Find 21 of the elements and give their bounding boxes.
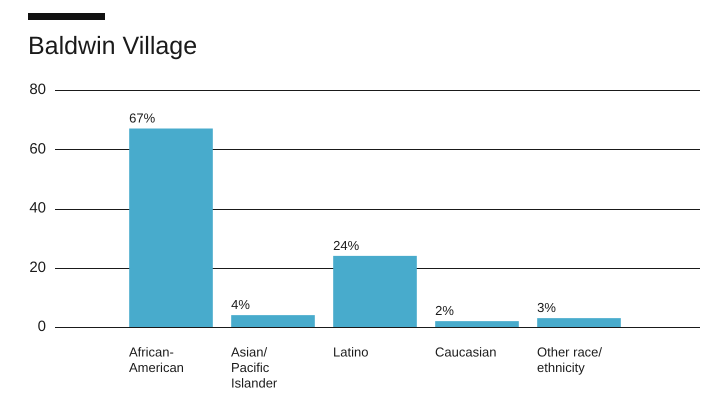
bar (231, 315, 315, 327)
y-tick-label: 20 (29, 258, 46, 276)
x-tick-label: Caucasian (435, 344, 496, 360)
y-tick-label: 40 (29, 200, 46, 217)
data-label: 3% (537, 300, 556, 316)
data-label: 67% (129, 110, 156, 126)
bar (129, 128, 213, 327)
bar (435, 321, 519, 327)
chart-title: Baldwin Village (28, 32, 198, 61)
bar (333, 256, 417, 327)
x-tick-label: Other race/ethnicity (537, 344, 602, 375)
y-tick-label: 0 (38, 318, 46, 336)
x-tick-label: African-American (129, 344, 184, 375)
data-label: 4% (231, 297, 250, 312)
y-tick-label: 60 (29, 140, 46, 158)
data-label: 2% (435, 303, 454, 318)
y-tick-label: 80 (29, 81, 46, 98)
x-tick-label: Asian/Pacific Islander (231, 344, 278, 391)
bar (537, 318, 621, 327)
data-label: 24% (333, 238, 360, 253)
x-tick-label: Latino (333, 344, 368, 360)
